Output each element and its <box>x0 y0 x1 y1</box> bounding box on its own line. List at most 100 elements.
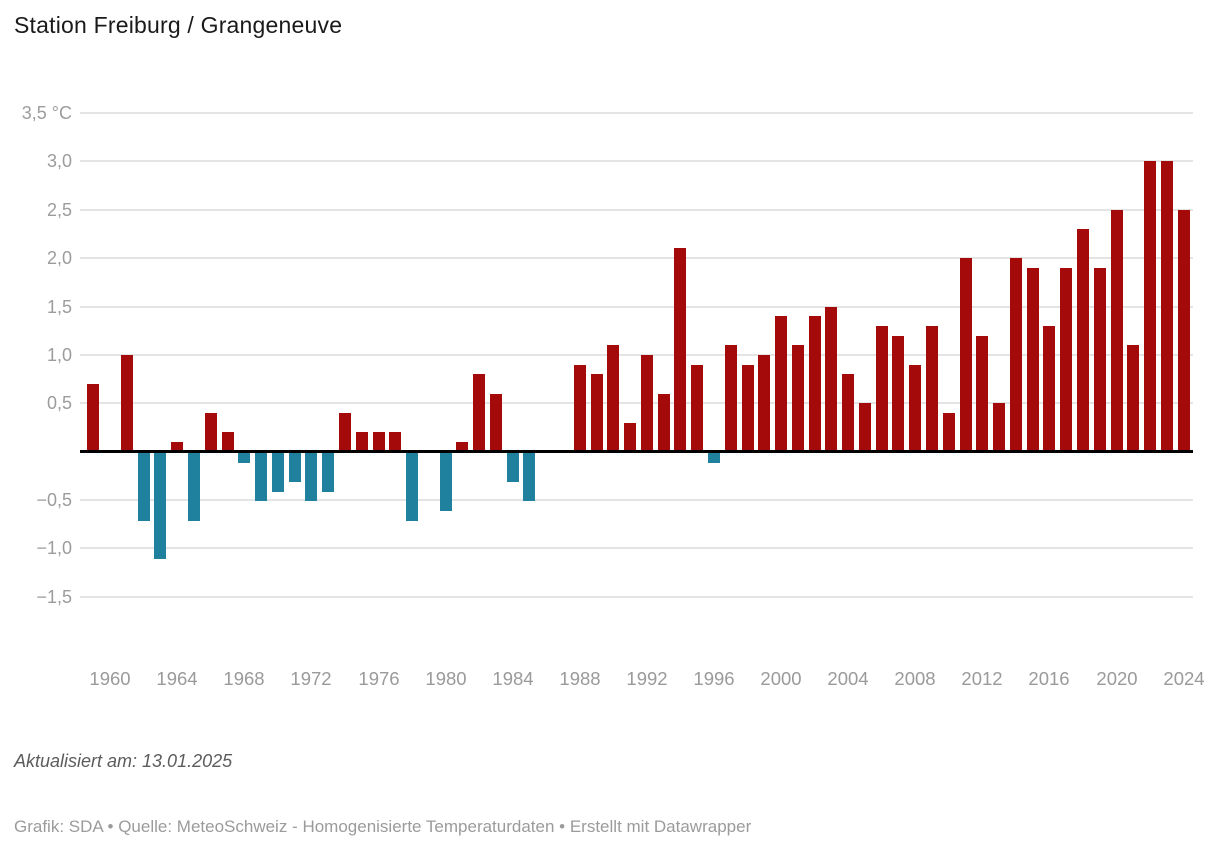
bar-1991[interactable] <box>624 423 636 453</box>
y-axis-label: 2,0 <box>46 248 72 268</box>
x-axis-label-1976: 1976 <box>358 668 400 689</box>
y-axis-label: 3,0 <box>46 151 72 171</box>
bar-2010[interactable] <box>943 413 955 453</box>
bar-1992[interactable] <box>641 355 653 453</box>
bar-2018[interactable] <box>1077 229 1089 453</box>
gridline-1 <box>80 354 1193 356</box>
bar-2014[interactable] <box>1010 258 1022 453</box>
bar-2008[interactable] <box>909 365 921 453</box>
bar-1989[interactable] <box>591 374 603 452</box>
gridline-3.5 <box>80 112 1193 114</box>
y-axis-label: 0,5 <box>46 393 72 413</box>
bar-1970[interactable] <box>272 452 284 492</box>
bar-1959[interactable] <box>87 384 99 453</box>
gridline--1 <box>80 547 1193 549</box>
bar-1976[interactable] <box>373 432 385 452</box>
bar-1963[interactable] <box>154 452 166 559</box>
bar-1993[interactable] <box>658 394 670 453</box>
y-axis-label: −0,5 <box>36 490 72 510</box>
bar-2005[interactable] <box>859 403 871 452</box>
bar-2003[interactable] <box>825 307 837 453</box>
bar-1968[interactable] <box>238 452 250 463</box>
bar-1971[interactable] <box>289 452 301 482</box>
x-axis-label-1988: 1988 <box>559 668 601 689</box>
gridline-1.5 <box>80 306 1193 308</box>
bar-1988[interactable] <box>574 365 586 453</box>
bar-1984[interactable] <box>507 452 519 482</box>
bar-2021[interactable] <box>1127 345 1139 452</box>
x-axis-label-1972: 1972 <box>290 668 332 689</box>
bar-1985[interactable] <box>523 452 535 501</box>
updated-date-note: Aktualisiert am: 13.01.2025 <box>14 751 233 771</box>
bar-1969[interactable] <box>255 452 267 501</box>
gridline-2.5 <box>80 209 1193 211</box>
bar-1967[interactable] <box>222 432 234 452</box>
bar-2024[interactable] <box>1178 210 1190 453</box>
x-axis-label-1968: 1968 <box>223 668 265 689</box>
bar-2017[interactable] <box>1060 268 1072 453</box>
bar-1973[interactable] <box>322 452 334 492</box>
x-axis-label-1996: 1996 <box>693 668 735 689</box>
bar-1962[interactable] <box>138 452 150 521</box>
bar-1999[interactable] <box>758 355 770 453</box>
chart-title: Station Freiburg / Grangeneuve <box>14 12 343 38</box>
bar-2013[interactable] <box>993 403 1005 452</box>
bar-2004[interactable] <box>842 374 854 452</box>
bar-1978[interactable] <box>406 452 418 521</box>
bar-2015[interactable] <box>1027 268 1039 453</box>
bar-1975[interactable] <box>356 432 368 452</box>
gridline-2 <box>80 257 1193 259</box>
bar-2020[interactable] <box>1111 210 1123 453</box>
bar-2012[interactable] <box>976 336 988 453</box>
x-axis-label-1992: 1992 <box>626 668 668 689</box>
bar-2022[interactable] <box>1144 161 1156 452</box>
bar-1965[interactable] <box>188 452 200 521</box>
bar-1977[interactable] <box>389 432 401 452</box>
bar-1983[interactable] <box>490 394 502 453</box>
bar-2009[interactable] <box>926 326 938 453</box>
x-axis-label-2004: 2004 <box>827 668 869 689</box>
x-axis-label-2016: 2016 <box>1028 668 1070 689</box>
bar-2011[interactable] <box>960 258 972 453</box>
bar-2000[interactable] <box>775 316 787 452</box>
bar-1982[interactable] <box>473 374 485 452</box>
bar-2001[interactable] <box>792 345 804 452</box>
y-axis-label: −1,0 <box>36 538 72 558</box>
bar-2002[interactable] <box>809 316 821 452</box>
credits-line: Grafik: SDA • Quelle: MeteoSchweiz - Hom… <box>14 817 752 836</box>
x-axis-label-2020: 2020 <box>1096 668 1138 689</box>
y-axis-label: −1,5 <box>36 587 72 607</box>
bar-2007[interactable] <box>892 336 904 453</box>
y-axis-label: 3,5 °C <box>21 103 72 123</box>
bar-2023[interactable] <box>1161 161 1173 452</box>
y-axis-label: 1,5 <box>46 297 72 317</box>
x-axis-label-1984: 1984 <box>492 668 534 689</box>
bar-1972[interactable] <box>305 452 317 501</box>
bar-1974[interactable] <box>339 413 351 453</box>
x-axis-label-1980: 1980 <box>425 668 467 689</box>
x-axis-label-2012: 2012 <box>961 668 1003 689</box>
bar-2016[interactable] <box>1043 326 1055 453</box>
gridline--0.5 <box>80 499 1193 501</box>
bar-1997[interactable] <box>725 345 737 452</box>
bar-1961[interactable] <box>121 355 133 453</box>
x-axis-label-1960: 1960 <box>89 668 131 689</box>
bar-1995[interactable] <box>691 365 703 453</box>
bar-1964[interactable] <box>171 442 183 453</box>
bar-1990[interactable] <box>607 345 619 452</box>
y-axis-label: 1,0 <box>46 345 72 365</box>
bar-1998[interactable] <box>742 365 754 453</box>
bar-1994[interactable] <box>674 248 686 452</box>
bar-1980[interactable] <box>440 452 452 511</box>
bar-1966[interactable] <box>205 413 217 453</box>
gridline-0.5 <box>80 402 1193 404</box>
x-axis-label-1964: 1964 <box>156 668 198 689</box>
bar-1981[interactable] <box>456 442 468 453</box>
bar-2006[interactable] <box>876 326 888 453</box>
x-axis-label-2024: 2024 <box>1163 668 1205 689</box>
x-axis-label-2008: 2008 <box>894 668 936 689</box>
bar-2019[interactable] <box>1094 268 1106 453</box>
bar-1996[interactable] <box>708 452 720 463</box>
zero-baseline <box>80 450 1193 453</box>
